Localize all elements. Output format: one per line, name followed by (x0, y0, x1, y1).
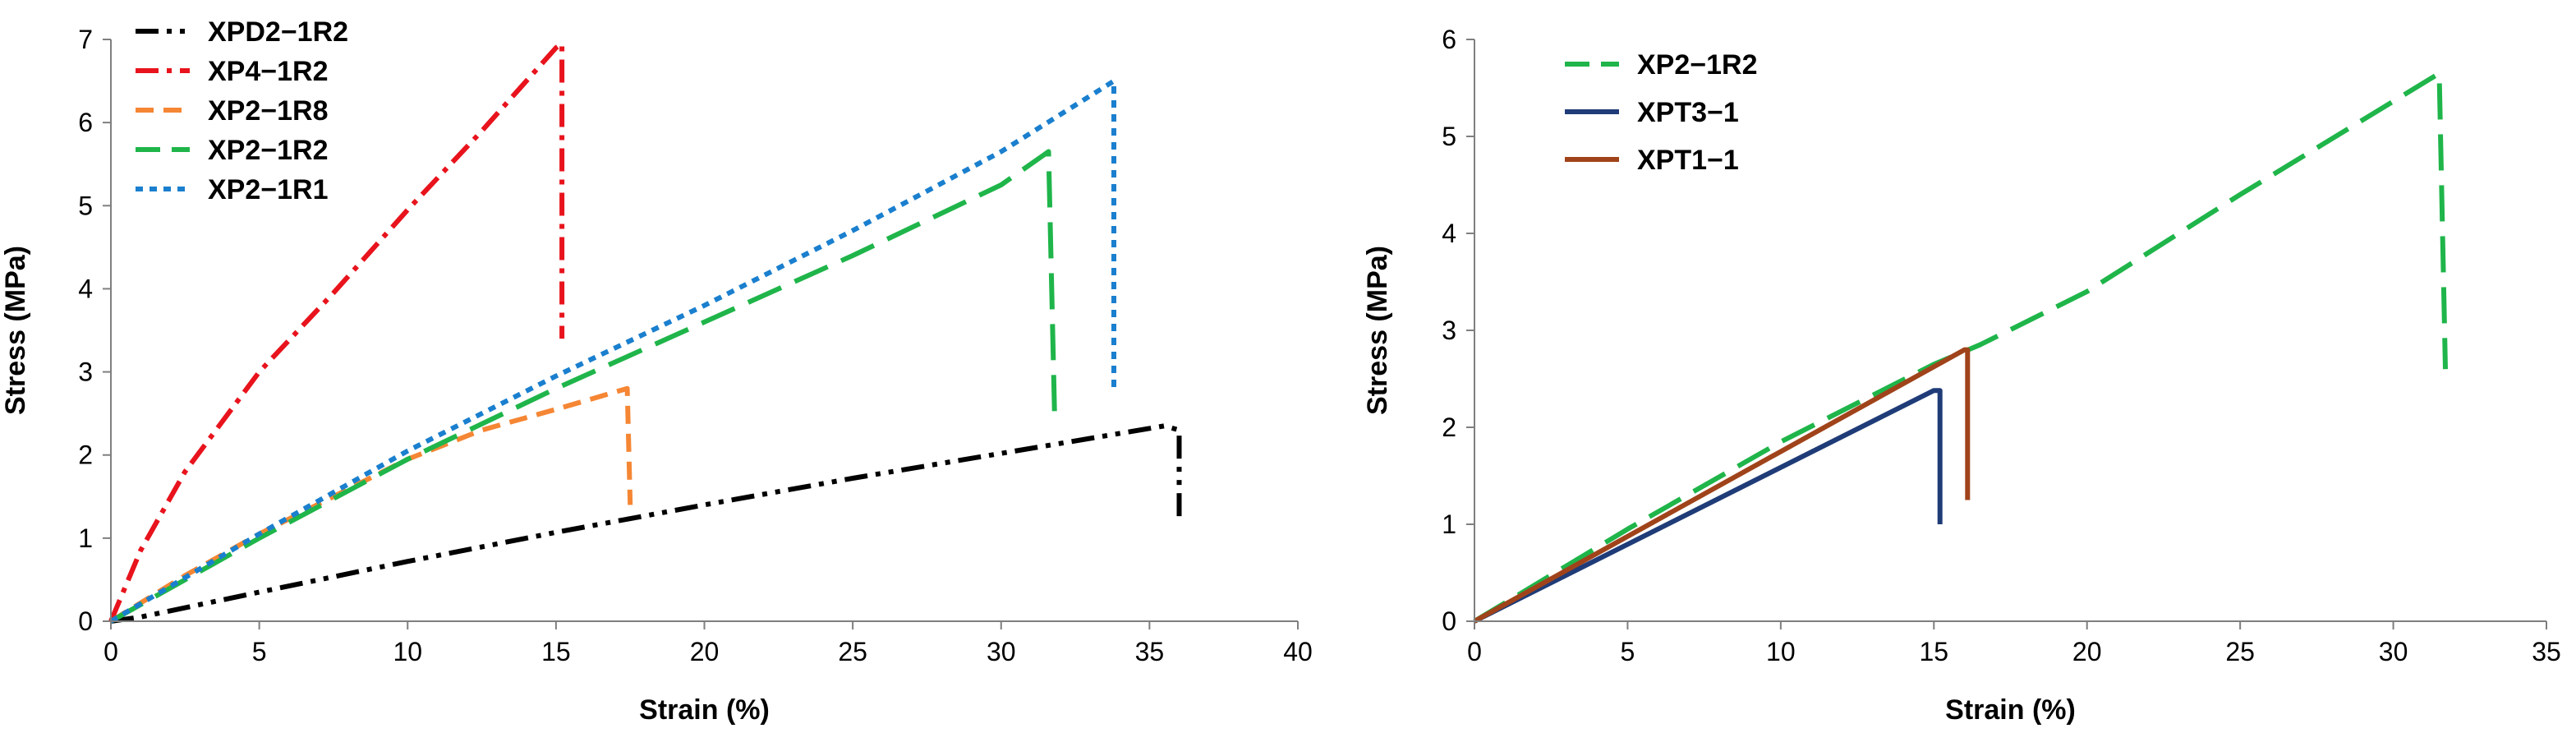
y-tick-label: 6 (78, 108, 93, 137)
x-tick-label: 5 (252, 637, 267, 666)
y-tick-label: 7 (78, 25, 93, 54)
legend-label: XP2−1R1 (208, 174, 329, 205)
x-tick-label: 30 (987, 637, 1016, 666)
x-tick-label: 35 (2532, 637, 2561, 666)
series-line-3 (109, 149, 1057, 624)
chart-left: 0 5 10 15 20 25 30 35 40 0 1 2 3 4 5 6 7 XPD2−1R2 XP4−1R2… (0, 16, 1313, 726)
legend-label: XP4−1R2 (208, 56, 329, 87)
legend-label: XPD2−1R2 (208, 16, 348, 48)
y-tick-label: 5 (1442, 122, 1456, 151)
x-tick-label: 15 (541, 637, 571, 666)
y-tick-label: 0 (1442, 606, 1456, 636)
x-axis-title: Strain (%) (639, 694, 770, 726)
x-tick-label: 20 (2072, 637, 2102, 666)
series-line-0 (1473, 71, 2448, 624)
legend-label: XP2−1R8 (208, 95, 329, 127)
x-tick-label: 20 (690, 637, 720, 666)
x-tick-label: 25 (2225, 637, 2255, 666)
y-tick-label: 2 (78, 440, 93, 470)
x-axis-title: Strain (%) (1945, 694, 2076, 726)
legend-label: XP2−1R2 (208, 135, 329, 166)
y-tick-label: 4 (78, 274, 93, 303)
x-tick-label: 0 (104, 637, 118, 666)
x-tick-label: 10 (393, 637, 422, 666)
y-axis-title: Stress (MPa) (1362, 246, 1393, 415)
x-tick-label: 5 (1621, 637, 1635, 666)
y-tick-label: 6 (1442, 25, 1456, 54)
chart-right: 0 5 10 15 20 25 30 35 0 1 2 3 4 5 6 XP2−1R2 XPT3−1 XPT1−… (1362, 25, 2561, 726)
y-tick-label: 2 (1442, 413, 1456, 442)
x-tick-label: 25 (838, 637, 867, 666)
x-tick-label: 15 (1919, 637, 1948, 666)
y-tick-label: 3 (1442, 316, 1456, 345)
series-line-1 (108, 41, 565, 623)
y-tick-label: 5 (78, 191, 93, 220)
x-tick-label: 10 (1766, 637, 1796, 666)
x-tick-label: 30 (2379, 637, 2408, 666)
y-axis-title: Stress (MPa) (0, 246, 31, 415)
y-tick-label: 4 (1442, 219, 1456, 248)
y-tick-label: 1 (1442, 509, 1456, 539)
y-tick-label: 3 (78, 357, 93, 387)
legend-label: XPT1−1 (1637, 145, 1739, 176)
series-line-0 (110, 423, 1182, 624)
legend-label: XP2−1R2 (1637, 49, 1758, 81)
legend-label: XPT3−1 (1637, 97, 1739, 128)
x-tick-label: 0 (1467, 637, 1482, 666)
x-tick-label: 40 (1283, 637, 1313, 666)
series-line-1 (1473, 388, 1943, 624)
series-line-2 (1473, 347, 1971, 624)
y-tick-label: 0 (78, 606, 93, 636)
x-tick-label: 35 (1135, 637, 1165, 666)
series-line-4 (109, 78, 1116, 624)
y-tick-label: 1 (78, 523, 93, 553)
series-line-2 (109, 385, 633, 624)
